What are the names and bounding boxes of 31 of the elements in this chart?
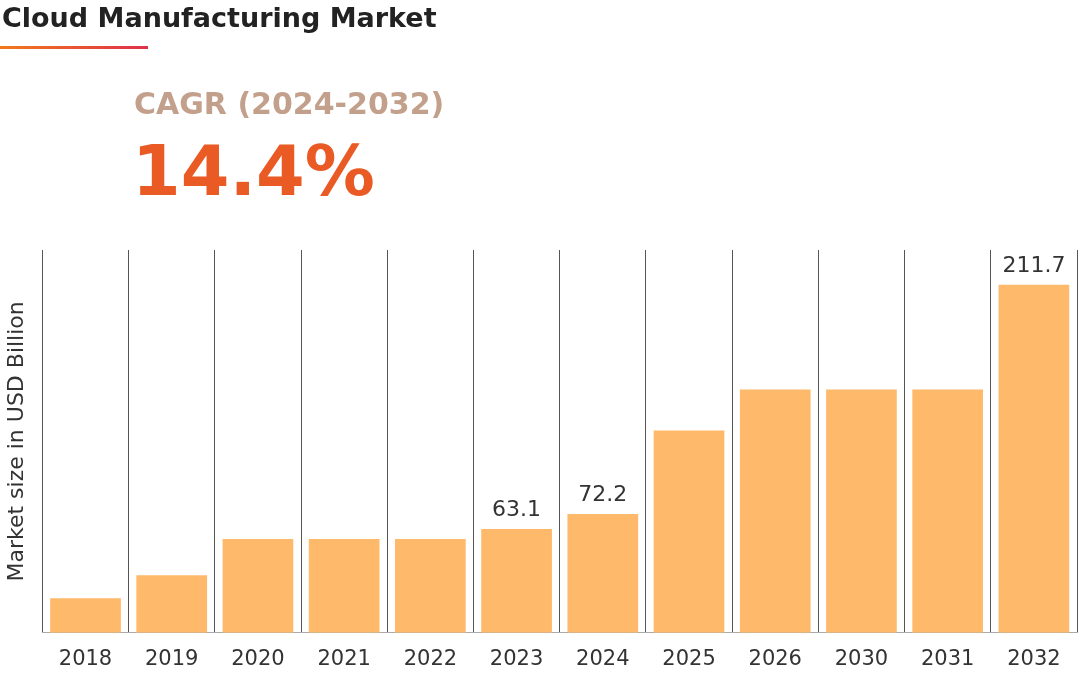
- chart-title: Cloud Manufacturing Market: [2, 2, 437, 33]
- x-tick-label: 2024: [576, 645, 630, 670]
- bar: [222, 539, 294, 633]
- data-label: 63.1: [492, 495, 542, 521]
- bar: [136, 575, 208, 633]
- bar: [653, 430, 725, 633]
- bar: [395, 539, 466, 633]
- x-tick-label: 2032: [1007, 645, 1061, 670]
- bar: [481, 529, 552, 633]
- chart-subtitle: CAGR (2024-2032): [134, 86, 445, 121]
- bar: [739, 389, 811, 633]
- bar: [567, 514, 639, 633]
- bar: [912, 389, 984, 633]
- x-tick-label: 2018: [58, 645, 113, 670]
- text: 14.4%: [132, 130, 375, 212]
- x-tick-label: 2026: [748, 645, 802, 670]
- x-tick-label: 2021: [317, 645, 371, 670]
- y-axis-title: Market size in USD Billion: [2, 301, 28, 582]
- x-tick-label: 2020: [231, 645, 285, 670]
- bar: [998, 284, 1070, 633]
- bar: [50, 598, 121, 633]
- bar: [826, 389, 897, 633]
- bar: [308, 539, 380, 633]
- x-tick-label: 2025: [662, 645, 716, 670]
- x-tick-label: 2030: [834, 645, 889, 670]
- x-tick-label: 2019: [145, 645, 199, 670]
- x-tick-label: 2023: [489, 645, 544, 670]
- x-tick-label: 2022: [403, 645, 458, 670]
- data-label: 72.2: [578, 480, 628, 506]
- x-tick-label: 2031: [920, 645, 975, 670]
- data-label: 211.7: [1002, 251, 1066, 277]
